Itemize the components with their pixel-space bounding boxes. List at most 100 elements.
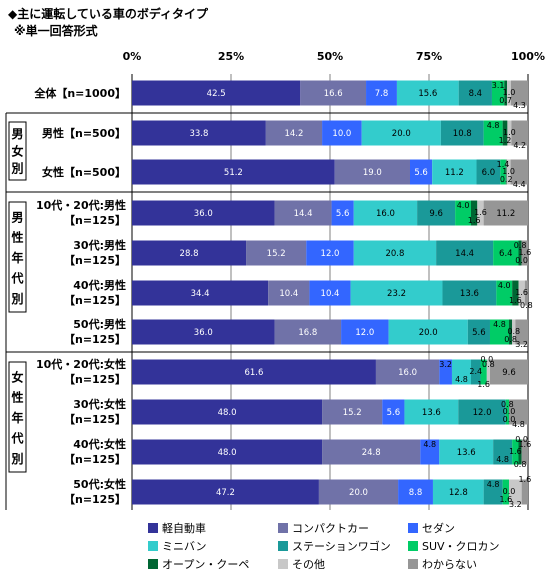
data-label-small: 0.8: [514, 460, 527, 469]
bar-segment: [322, 439, 421, 465]
bar-segment: [436, 240, 494, 266]
data-label-small: 0.0: [515, 435, 528, 444]
x-tick-label: 0%: [123, 50, 142, 63]
data-label-small: 1.4: [497, 160, 510, 169]
data-label: 33.8: [189, 129, 208, 139]
data-label-small: 0.8: [501, 400, 514, 409]
bar-segment: [442, 280, 497, 306]
group-label-char: 女: [11, 369, 23, 384]
row-label: 女性【n=500】: [42, 165, 126, 179]
data-label: 12.8: [449, 488, 468, 498]
legend-item: オープン・クーペ: [148, 556, 249, 572]
group-label-box: [8, 361, 27, 473]
legend-swatch: [278, 559, 288, 569]
bar-segment: [300, 80, 367, 106]
bar-segment: [496, 280, 513, 306]
row-label: 50代:女性: [73, 477, 126, 491]
data-label: 20.0: [392, 129, 411, 139]
data-label: 11.2: [496, 209, 515, 219]
bar-segment: [480, 359, 487, 385]
row-label-n: 【n=125】: [64, 413, 126, 426]
bar-segment: [455, 200, 471, 226]
bar-segment: [366, 80, 397, 106]
bar-segment: [439, 359, 452, 385]
data-label-small: 0.0: [480, 355, 493, 364]
legend-label: SUV・クロカン: [422, 540, 500, 553]
row-label: 30代:男性: [73, 238, 126, 252]
bar-segment: [515, 319, 528, 345]
bar-segment: [132, 80, 301, 106]
legend-swatch: [278, 541, 288, 551]
bar-segment: [505, 159, 507, 185]
bar-segment: [505, 399, 509, 425]
x-tick-label: 50%: [317, 50, 343, 63]
legend-item: ミニバン: [148, 538, 207, 554]
bar-segment: [132, 120, 266, 146]
data-label: 14.4: [455, 249, 474, 259]
data-label-small: 4.0: [457, 201, 470, 210]
bar-segment: [458, 80, 492, 106]
bar-segment: [483, 120, 503, 146]
data-label-small: 1.6: [499, 495, 512, 504]
data-label-small: 1.0: [502, 167, 515, 176]
data-label-small: 3.2: [439, 360, 452, 369]
bar-segment: [322, 399, 383, 425]
data-label: 8.8: [409, 488, 423, 498]
data-label-small: 4.8: [487, 480, 500, 489]
bar-segment: [483, 479, 503, 505]
data-label: 19.0: [363, 168, 382, 178]
legend-item: SUV・クロカン: [408, 538, 500, 554]
data-label-small: 0.2: [500, 175, 513, 184]
data-label-small: 3.2: [515, 340, 528, 349]
bar-segment: [382, 399, 405, 425]
row-label-n: 【n=125】: [64, 453, 126, 466]
bar-segment: [420, 439, 440, 465]
bar-segment: [506, 159, 511, 185]
bar-segment: [512, 439, 519, 465]
data-label: 16.6: [324, 89, 343, 99]
bar-segment: [507, 120, 512, 146]
bar-segment: [508, 319, 513, 345]
data-label: 10.8: [453, 129, 472, 139]
bar-segment: [398, 479, 433, 505]
bar-segment: [489, 359, 528, 385]
data-label-small: 0.0: [515, 256, 528, 265]
bar-segment: [341, 319, 389, 345]
group-label-char: 性: [10, 230, 23, 245]
bar-segment: [306, 240, 354, 266]
legend-item: 軽自動車: [148, 520, 206, 536]
data-label-small: 4.8: [496, 455, 509, 464]
group-label-char: 別: [10, 161, 23, 175]
bar-segment: [451, 359, 471, 385]
data-label: 36.0: [194, 209, 213, 219]
data-label-small: 0.0: [503, 407, 516, 416]
data-label: 20.0: [349, 488, 368, 498]
bar-segment: [417, 200, 456, 226]
bar-segment: [309, 280, 351, 306]
data-label: 9.6: [502, 368, 516, 378]
bar-segment: [132, 280, 269, 306]
legend-item: コンパクトカー: [278, 520, 369, 536]
row-label: 40代:女性: [73, 437, 126, 451]
legend-label: わからない: [422, 558, 477, 571]
row-label: 全体【n=1000】: [33, 86, 126, 100]
legend-label: その他: [292, 558, 325, 571]
data-label: 5.6: [387, 408, 401, 418]
bar-segment: [512, 319, 516, 345]
legend-swatch: [278, 523, 288, 533]
bar-segment: [493, 240, 519, 266]
row-label-n: 【n=125】: [64, 214, 126, 227]
data-label: 23.2: [387, 289, 406, 299]
data-label: 12.0: [473, 408, 492, 418]
bar-segment: [511, 120, 528, 146]
row-label: 10代・20代:女性: [36, 357, 126, 371]
row-label-n: 【n=125】: [64, 333, 126, 346]
bar-segment: [265, 120, 323, 146]
data-label: 11.2: [445, 168, 464, 178]
row-label: 男性【n=500】: [42, 126, 126, 140]
data-label-small: 0.0: [503, 415, 516, 424]
bar-segment: [440, 120, 484, 146]
bar-segment: [507, 80, 511, 106]
legend-label: コンパクトカー: [292, 522, 369, 535]
data-label-small: 4.8: [512, 420, 525, 429]
